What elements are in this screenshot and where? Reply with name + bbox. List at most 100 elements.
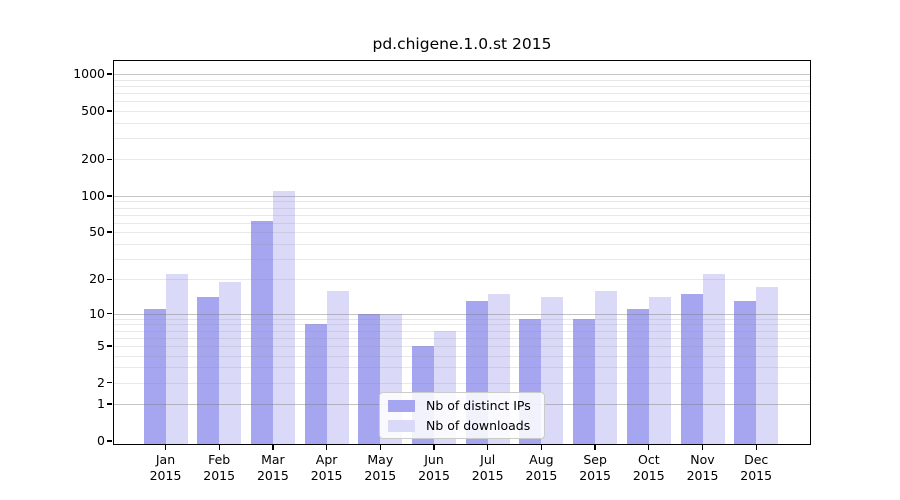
x-tick-label: Nov 2015 [686,452,719,483]
bar-distinct-ips-sep [573,318,596,445]
y-tick-mark [107,73,112,75]
x-tick-label: Feb 2015 [203,452,236,483]
x-tick-mark [272,445,274,450]
gridline-minor [113,355,811,357]
x-tick-label: Mar 2015 [256,452,289,483]
bar-distinct-ips-dec [734,300,757,445]
gridline-minor [113,122,811,124]
bar-distinct-ips-jan [143,309,166,445]
bar-distinct-ips-oct [626,309,649,445]
y-tick-label: 0 [97,433,105,448]
gridline-minor [113,137,811,139]
x-tick-label: Aug 2015 [525,452,558,483]
gridline-minor [113,318,811,320]
gridline-minor [113,330,811,332]
y-tick-mark [107,403,112,405]
gridline-minor [113,214,811,216]
bar-downloads-mar [272,190,295,445]
y-tick-mark [107,278,112,280]
legend-item-distinct-ips: Nb of distinct IPs [380,397,544,415]
gridline-minor [113,110,811,112]
gridline-minor [113,222,811,224]
x-tick-mark [218,445,220,450]
gridline-minor [113,159,811,161]
x-tick-mark [379,445,381,450]
y-tick-label: 200 [81,151,105,167]
y-tick-label: 1000 [73,66,105,82]
gridline-minor [113,382,811,384]
y-tick-mark [107,158,112,160]
y-tick-label: 20 [89,271,105,287]
y-tick-mark [107,440,112,442]
gridline-minor [113,207,811,209]
y-tick-label: 500 [81,102,105,118]
y-tick-mark [107,345,112,347]
bar-downloads-oct [648,297,671,445]
legend-swatch-downloads [388,419,415,432]
gridline-minor [113,85,811,87]
gridline-major [113,195,811,197]
y-tick-label: 2 [97,374,105,390]
x-tick-mark [164,445,167,450]
gridline-minor [113,279,811,281]
bar-downloads-nov [702,274,725,445]
legend: Nb of distinct IPs Nb of downloads [379,392,545,439]
x-tick-label: Jun 2015 [418,452,450,483]
gridline-minor [113,79,811,81]
x-tick-mark [540,445,543,450]
y-tick-label: 100 [81,187,105,203]
y-tick-mark [107,110,112,112]
x-tick-mark [648,445,650,450]
bar-downloads-jan [165,274,188,445]
y-tick-label: 10 [89,305,105,321]
bar-distinct-ips-mar [250,220,273,445]
x-tick-mark [487,445,489,450]
bar-distinct-ips-nov [680,293,703,445]
y-tick-label: 1 [97,396,105,412]
x-tick-label: Sep 2015 [579,452,611,483]
x-tick-mark [594,445,596,450]
x-tick-label: Jul 2015 [471,452,504,483]
x-tick-label: Oct 2015 [632,452,665,483]
gridline-minor [113,367,811,369]
y-tick-mark [107,312,112,315]
x-tick-label: Apr 2015 [310,452,343,483]
y-tick-mark [107,381,112,384]
legend-label-distinct-ips: Nb of distinct IPs [426,398,531,413]
legend-swatch-distinct-ips [388,399,415,412]
gridline-major [113,74,811,76]
gridline-minor [113,201,811,203]
x-tick-mark [325,445,328,450]
bar-distinct-ips-feb [197,297,220,445]
gridline-minor [113,232,811,234]
y-tick-label: 5 [97,337,105,353]
gridline-minor [113,337,811,339]
bar-downloads-sep [595,290,618,445]
gridline-minor [113,345,811,347]
x-tick-label: Jan 2015 [149,452,182,483]
plot-area [113,60,811,445]
bar-downloads-dec [756,287,779,445]
y-tick-mark [107,195,112,197]
bar-distinct-ips-apr [304,324,327,445]
bar-downloads-apr [326,290,349,445]
legend-item-downloads: Nb of downloads [380,417,544,435]
x-tick-mark [701,445,704,450]
x-tick-mark [433,445,435,450]
gridline-minor [113,92,811,94]
y-tick-label: 50 [89,224,105,240]
x-tick-label: Dec 2015 [740,452,773,483]
bar-downloads-aug [541,297,564,445]
x-tick-mark [755,445,757,450]
chart-title: pd.chigene.1.0.st 2015 [372,35,552,53]
gridline-major [113,313,811,315]
bar-distinct-ips-may [358,313,381,445]
y-tick-mark [107,231,112,233]
gridline-minor [113,243,811,245]
legend-label-downloads: Nb of downloads [426,418,531,433]
gridline-minor [113,324,811,326]
gridline-minor [113,101,811,103]
bar-downloads-feb [219,281,242,445]
gridline-minor [113,258,811,260]
